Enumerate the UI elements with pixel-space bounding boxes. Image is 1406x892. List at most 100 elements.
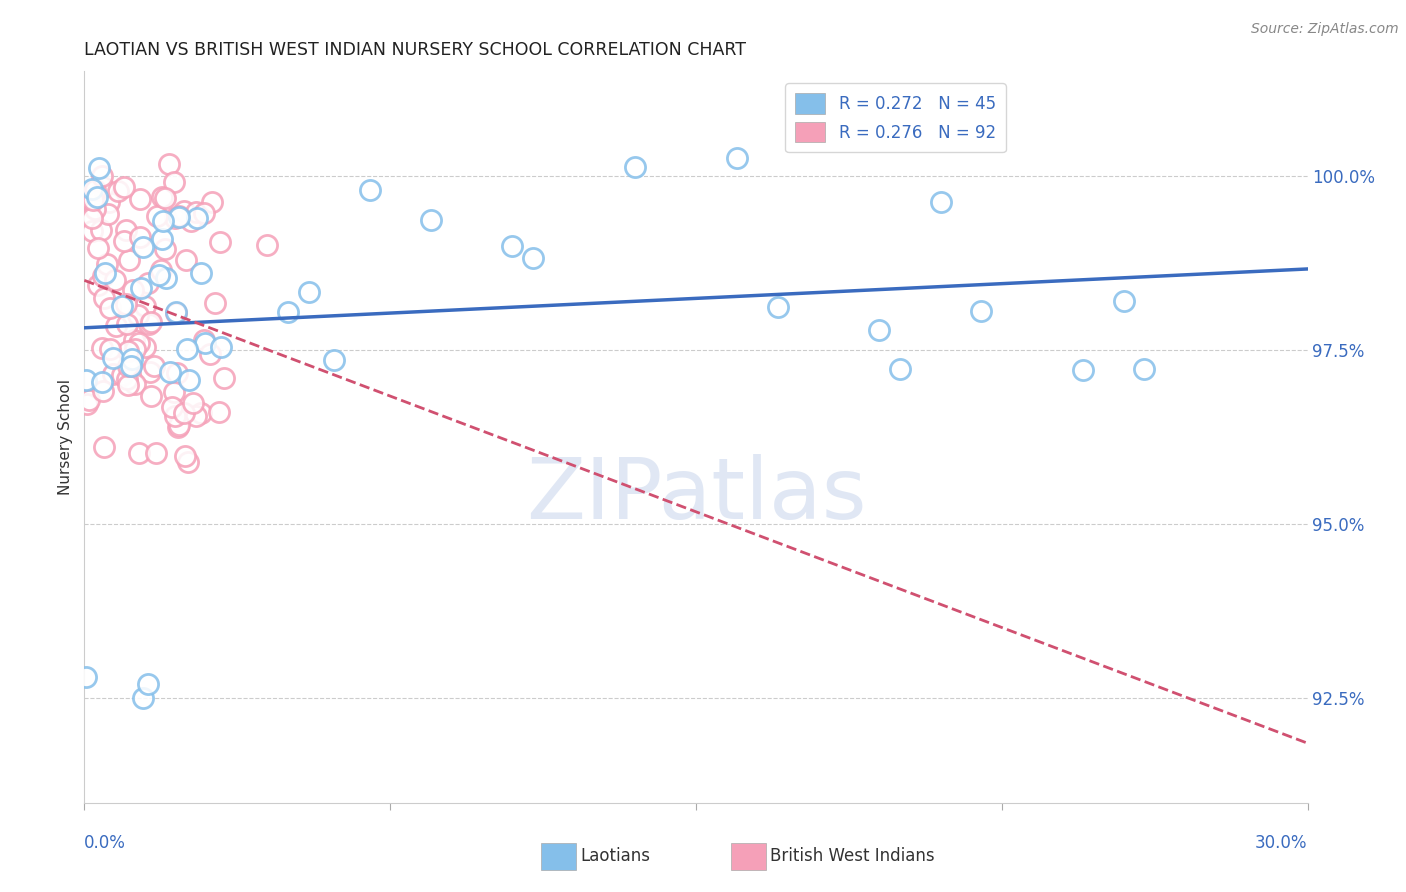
Point — [91, 384, 114, 398]
Point — [1073, 363, 1095, 377]
Point — [103, 367, 125, 381]
Point — [91, 268, 114, 283]
Point — [87, 241, 110, 255]
Point — [127, 308, 149, 322]
Point — [180, 214, 202, 228]
Point — [96, 257, 118, 271]
Point — [929, 194, 952, 209]
Point — [889, 361, 911, 376]
Point — [166, 419, 188, 434]
Point — [136, 277, 159, 291]
Point — [869, 323, 891, 337]
Point — [1114, 293, 1136, 308]
Point — [114, 234, 136, 248]
Point — [80, 223, 103, 237]
Text: British West Indians: British West Indians — [770, 847, 935, 865]
Point — [141, 389, 163, 403]
Point — [118, 253, 141, 268]
Point — [194, 336, 217, 351]
Point — [163, 211, 186, 225]
Point — [97, 195, 120, 210]
Point — [107, 184, 129, 198]
Point — [139, 315, 162, 329]
Point — [80, 182, 103, 196]
Point — [112, 180, 135, 194]
Point — [149, 262, 172, 277]
Point — [129, 281, 152, 295]
Point — [132, 691, 155, 706]
Point — [76, 397, 98, 411]
Point — [766, 300, 789, 314]
Point — [209, 340, 232, 354]
Point — [186, 409, 208, 423]
Point — [104, 273, 127, 287]
Point — [420, 212, 443, 227]
Point — [155, 271, 177, 285]
Point — [173, 406, 195, 420]
Point — [111, 368, 134, 382]
Point — [90, 223, 112, 237]
Point — [76, 191, 98, 205]
Point — [970, 304, 993, 318]
Point — [84, 202, 107, 216]
Point — [94, 266, 117, 280]
Point — [193, 334, 215, 348]
Point — [115, 372, 138, 386]
Point — [153, 190, 176, 204]
Point — [159, 365, 181, 379]
Point — [83, 183, 105, 197]
Point — [101, 351, 124, 365]
Point — [145, 445, 167, 459]
Y-axis label: Nursery School: Nursery School — [58, 379, 73, 495]
Point — [167, 417, 190, 432]
Point — [198, 347, 221, 361]
Point — [105, 318, 128, 333]
Point — [98, 301, 121, 316]
Text: Laotians: Laotians — [581, 847, 651, 865]
Point — [82, 193, 104, 207]
Point — [502, 239, 524, 253]
Point — [1133, 361, 1156, 376]
Point — [136, 677, 159, 691]
Point — [163, 175, 186, 189]
Point — [190, 406, 212, 420]
Point — [117, 359, 139, 373]
Point — [277, 305, 299, 319]
Point — [181, 396, 204, 410]
Point — [190, 266, 212, 280]
Point — [122, 283, 145, 297]
Point — [155, 243, 177, 257]
Point — [163, 384, 186, 399]
Point — [86, 190, 108, 204]
Point — [256, 237, 278, 252]
Point — [177, 373, 200, 387]
Point — [174, 252, 197, 267]
Text: Source: ZipAtlas.com: Source: ZipAtlas.com — [1251, 22, 1399, 37]
Point — [201, 194, 224, 209]
Point — [166, 366, 188, 380]
Point — [90, 169, 112, 184]
Text: 0.0%: 0.0% — [84, 834, 127, 852]
Point — [174, 449, 197, 463]
Point — [114, 223, 136, 237]
Point — [186, 211, 208, 226]
Point — [150, 232, 173, 246]
Point — [128, 446, 150, 460]
Point — [129, 192, 152, 206]
Point — [212, 371, 235, 385]
Point — [177, 455, 200, 469]
Point — [298, 285, 321, 300]
Point — [93, 440, 115, 454]
Point — [204, 295, 226, 310]
Point — [91, 375, 114, 389]
Point — [128, 229, 150, 244]
Point — [91, 341, 114, 355]
Point — [146, 209, 169, 223]
Point — [98, 342, 121, 356]
Text: 30.0%: 30.0% — [1256, 834, 1308, 852]
Point — [86, 194, 108, 208]
Point — [159, 157, 181, 171]
Point — [138, 317, 160, 331]
Point — [128, 335, 150, 350]
Point — [80, 211, 103, 226]
